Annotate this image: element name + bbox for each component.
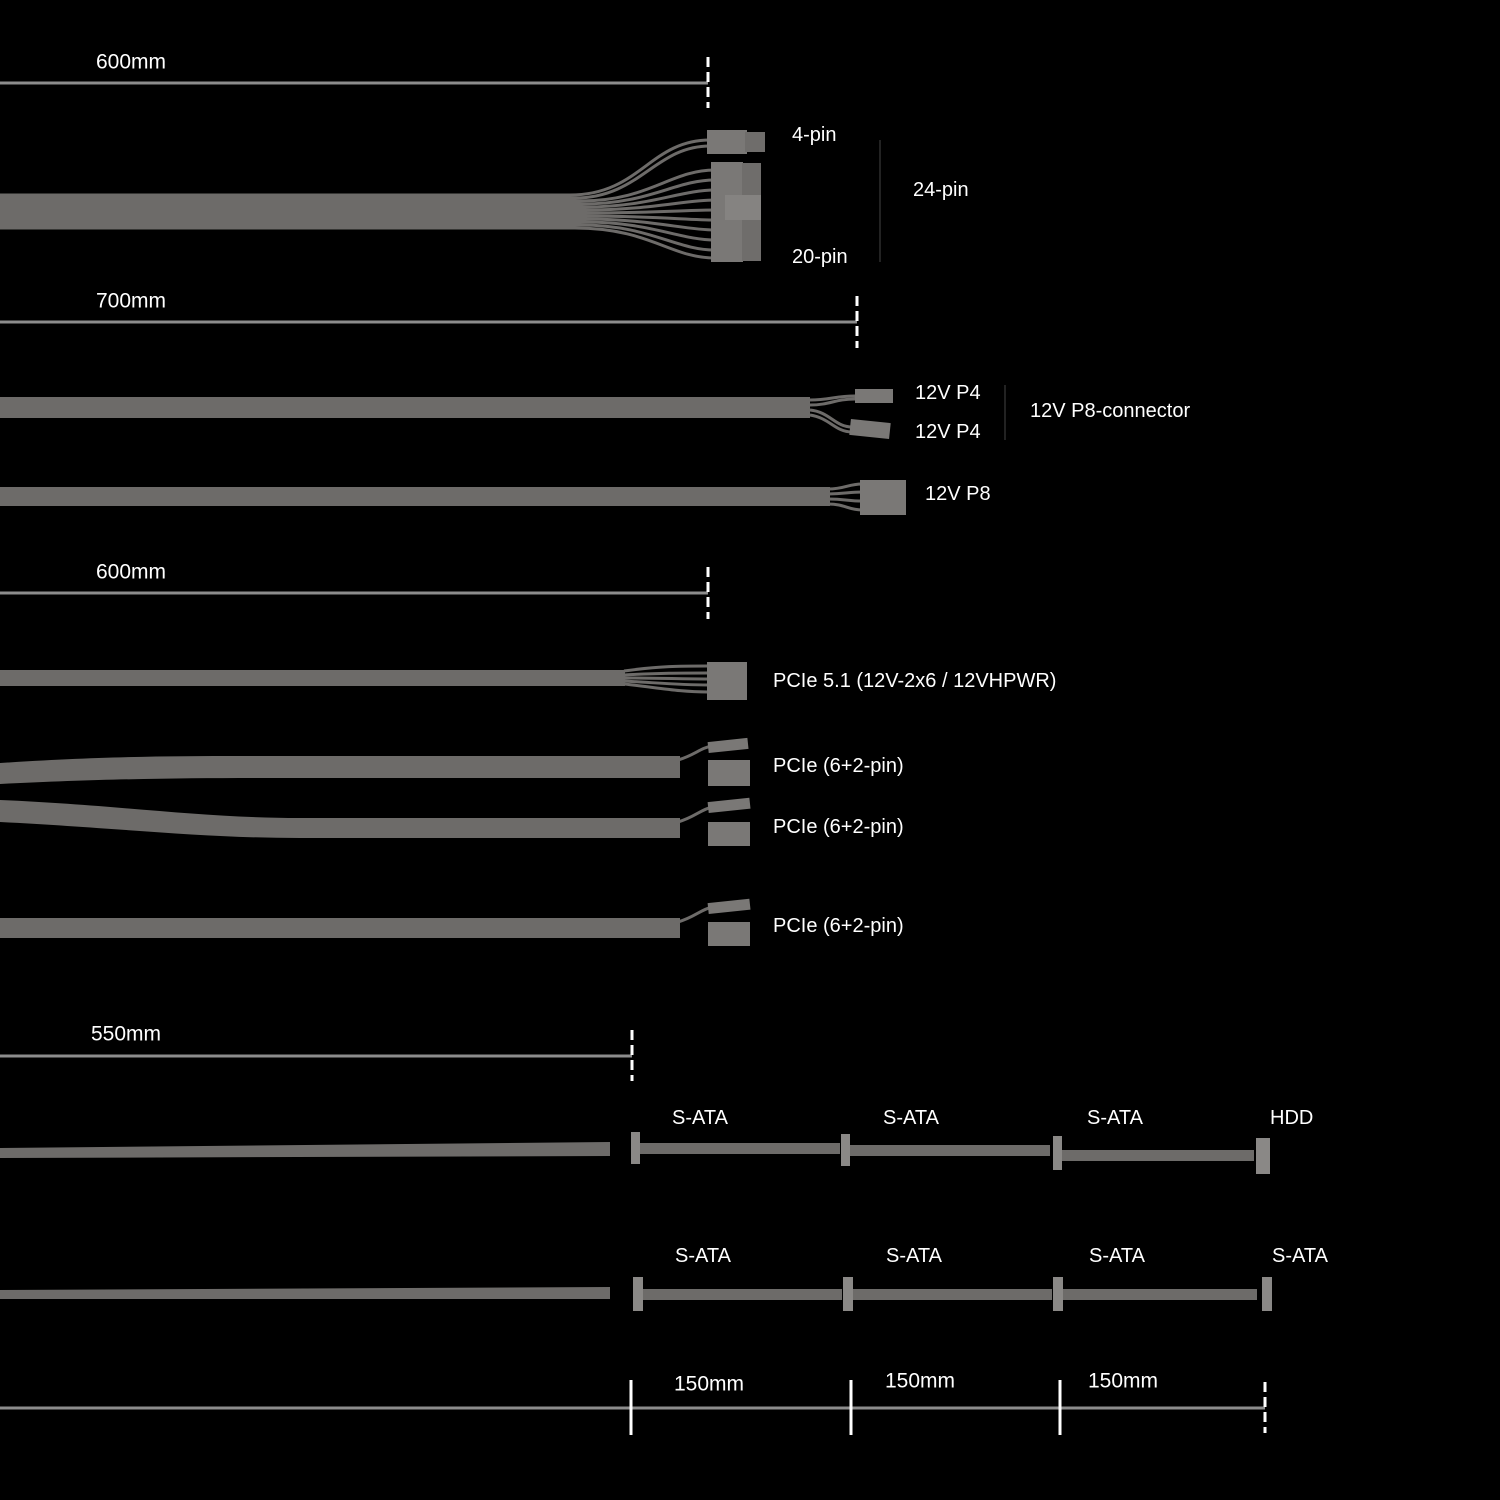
dimension-label: 550mm xyxy=(91,1022,162,1046)
dimension-label: 600mm xyxy=(96,50,167,74)
dimension-label: 600mm xyxy=(96,560,167,584)
sata-label: S-ATA xyxy=(1272,1245,1328,1267)
connector-label: PCIe (6+2-pin) xyxy=(773,755,904,777)
connector-12v-p4-a xyxy=(855,389,893,403)
cpu-p4-cable xyxy=(0,394,856,434)
connector-4pin xyxy=(707,130,747,154)
connector-pcie-2pin xyxy=(707,797,751,814)
connector-label: 12V P8-connector xyxy=(1030,400,1191,422)
hdd-label: HDD xyxy=(1270,1107,1314,1129)
connector-pcie-2pin xyxy=(707,737,749,754)
connector-sata xyxy=(841,1134,850,1166)
pcie-split-wire xyxy=(677,744,713,762)
connector-molex-hdd xyxy=(1256,1138,1270,1174)
sata-label: S-ATA xyxy=(883,1107,939,1129)
connector-sata xyxy=(1053,1136,1062,1170)
atx-24pin-cable xyxy=(0,138,716,260)
connector-4pin-tip xyxy=(745,132,765,152)
connector-sata xyxy=(631,1132,640,1164)
pcie-cable-1 xyxy=(0,755,680,784)
connector-label: PCIe (6+2-pin) xyxy=(773,915,904,937)
connector-sata xyxy=(1262,1277,1272,1311)
connector-12v-p8 xyxy=(860,480,906,515)
connector-label: PCIe 5.1 (12V-2x6 / 12VHPWR) xyxy=(773,670,1057,692)
connector-label: 24-pin xyxy=(913,179,969,201)
sata-chain-2 xyxy=(0,1277,1272,1311)
dimension-label: 150mm xyxy=(885,1369,956,1393)
connector-24pin-latch xyxy=(725,195,761,220)
connector-label: PCIe (6+2-pin) xyxy=(773,816,904,838)
cpu-p8-cable xyxy=(0,482,863,512)
connector-sata xyxy=(843,1277,853,1311)
connector-label: 20-pin xyxy=(792,246,848,268)
connector-sata xyxy=(1053,1277,1063,1311)
connector-sata xyxy=(633,1277,643,1311)
connector-12v-p4-b xyxy=(849,418,891,440)
connector-label: 12V P4 xyxy=(915,382,981,404)
connector-label: 4-pin xyxy=(792,124,837,146)
dimension-label: 150mm xyxy=(1088,1369,1159,1393)
sata-label: S-ATA xyxy=(1089,1245,1145,1267)
connector-12v-2x6 xyxy=(707,662,747,700)
sata-label: S-ATA xyxy=(672,1107,728,1129)
pcie-cable-2 xyxy=(0,800,680,838)
connector-pcie-6pin xyxy=(708,922,750,946)
sata-label: S-ATA xyxy=(675,1245,731,1267)
pcie-cable-3 xyxy=(0,918,680,938)
dimension-label: 150mm xyxy=(674,1372,745,1396)
connector-pcie-2pin xyxy=(707,898,751,915)
pcie51-cable xyxy=(0,664,709,694)
sata-chain-1 xyxy=(0,1132,1270,1174)
connector-pcie-6pin xyxy=(708,760,750,786)
connector-label: 12V P4 xyxy=(915,421,981,443)
sata-label: S-ATA xyxy=(886,1245,942,1267)
connector-pcie-6pin xyxy=(708,822,750,846)
connector-label: 12V P8 xyxy=(925,483,991,505)
pcie-split-wire xyxy=(677,805,713,824)
pcie-split-wire xyxy=(677,905,713,924)
dimension-label: 700mm xyxy=(96,289,167,313)
sata-label: S-ATA xyxy=(1087,1107,1143,1129)
